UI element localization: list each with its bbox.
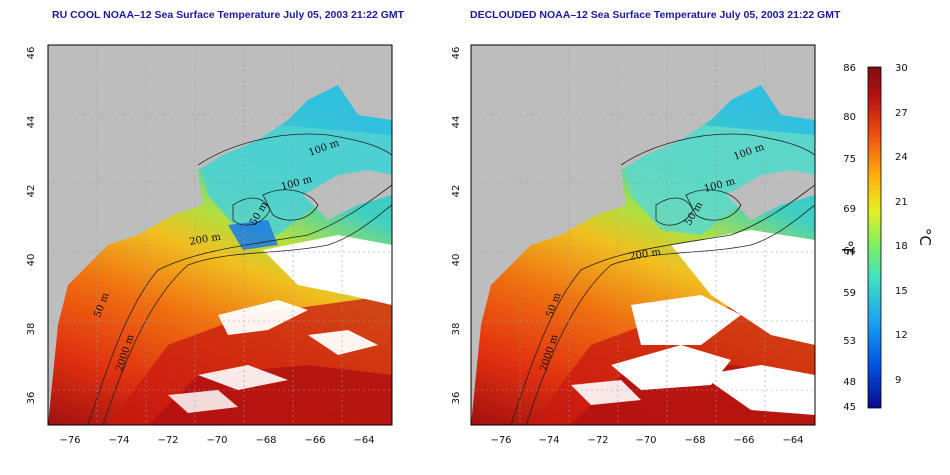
f-tick: 64: [843, 246, 856, 257]
c-tick: 30: [895, 63, 908, 74]
lat-tick: 38: [451, 323, 462, 336]
lon-tick: −64: [353, 435, 374, 446]
lat-tick: 42: [26, 185, 37, 198]
lat-tick: 36: [451, 392, 462, 405]
lat-tick: 40: [451, 254, 462, 267]
fahrenheit-unit-label: °F: [838, 240, 856, 256]
lat-tick: 46: [26, 47, 37, 60]
left-map-title: RU COOL NOAA–12 Sea Surface Temperature …: [52, 9, 405, 21]
c-tick: 15: [895, 286, 908, 297]
c-tick: 27: [895, 108, 908, 119]
colorbar-gradient: [867, 66, 882, 409]
cloud-cover: [263, 235, 392, 305]
land-mass: [48, 45, 392, 425]
lat-tick: 44: [451, 116, 462, 129]
lon-tick: −72: [587, 435, 608, 446]
f-tick: 69: [843, 204, 856, 215]
lon-tick: −74: [108, 435, 129, 446]
right-lon-axis: −76 −74 −72 −70 −68 −66 −64: [490, 435, 803, 446]
lon-tick: −66: [733, 435, 754, 446]
c-tick: 21: [895, 197, 908, 208]
c-tick: 24: [895, 152, 908, 163]
c-tick: 9: [895, 375, 901, 386]
lon-tick: −70: [635, 435, 656, 446]
lon-tick: −76: [490, 435, 511, 446]
land-mass: [471, 45, 815, 425]
lat-tick: 44: [26, 116, 37, 129]
lon-tick: −72: [157, 435, 178, 446]
isobath-contours: [87, 133, 392, 425]
isobath-contours: [510, 133, 815, 425]
lat-tick: 42: [451, 185, 462, 198]
c-tick: 18: [895, 241, 908, 252]
colorbar: 86 80 75 69 64 59 53 48 45 30 27 24 21 1…: [838, 63, 934, 413]
right-map-panel: [471, 45, 815, 425]
left-map-frame: [47, 44, 393, 426]
right-map-frame: [470, 44, 816, 426]
left-lat-axis: 36 38 40 42 44 46: [26, 47, 37, 405]
lon-tick: −74: [538, 435, 559, 446]
f-tick: 59: [843, 288, 856, 299]
lat-tick: 40: [26, 254, 37, 267]
lon-tick: −68: [684, 435, 705, 446]
lon-tick: −76: [59, 435, 80, 446]
lon-tick: −64: [782, 435, 803, 446]
c-tick: 12: [895, 330, 908, 341]
lon-tick: −66: [304, 435, 325, 446]
f-tick: 75: [843, 154, 856, 165]
left-map-panel: [48, 45, 392, 425]
f-tick: 48: [843, 377, 856, 388]
right-map-title: DECLOUDED NOAA–12 Sea Surface Temperatur…: [470, 9, 841, 21]
lat-tick: 38: [26, 323, 37, 336]
f-tick: 53: [843, 336, 856, 347]
right-lat-axis: 36 38 40 42 44 46: [451, 47, 462, 405]
f-tick: 86: [843, 63, 856, 74]
celsius-scale: 30 27 24 21 18 15 12 9: [895, 63, 908, 386]
fahrenheit-scale: 86 80 75 69 64 59 53 48 45: [843, 63, 856, 413]
celsius-unit-label: °C: [916, 228, 934, 246]
left-lon-axis: −76 −74 −72 −70 −68 −66 −64: [59, 435, 374, 446]
f-tick: 80: [843, 112, 856, 123]
lat-tick: 46: [451, 47, 462, 60]
f-tick: 45: [843, 402, 856, 413]
lon-tick: −68: [255, 435, 276, 446]
lat-tick: 36: [26, 392, 37, 405]
lon-tick: −70: [206, 435, 227, 446]
cloud-cover: [671, 230, 815, 345]
